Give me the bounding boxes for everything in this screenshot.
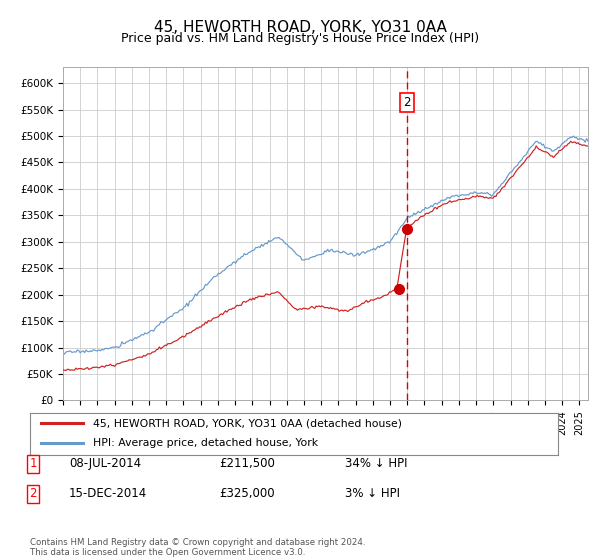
Text: 34% ↓ HPI: 34% ↓ HPI: [345, 457, 407, 470]
Text: £325,000: £325,000: [219, 487, 275, 501]
Text: 3% ↓ HPI: 3% ↓ HPI: [345, 487, 400, 501]
Text: 08-JUL-2014: 08-JUL-2014: [69, 457, 141, 470]
Text: HPI: Average price, detached house, York: HPI: Average price, detached house, York: [94, 438, 319, 448]
Text: £211,500: £211,500: [219, 457, 275, 470]
Text: Price paid vs. HM Land Registry's House Price Index (HPI): Price paid vs. HM Land Registry's House …: [121, 32, 479, 45]
Text: 1: 1: [29, 457, 37, 470]
Text: 45, HEWORTH ROAD, YORK, YO31 0AA (detached house): 45, HEWORTH ROAD, YORK, YO31 0AA (detach…: [94, 418, 403, 428]
Text: 2: 2: [29, 487, 37, 501]
Text: 2: 2: [403, 96, 410, 109]
Text: 45, HEWORTH ROAD, YORK, YO31 0AA: 45, HEWORTH ROAD, YORK, YO31 0AA: [154, 20, 446, 35]
Text: Contains HM Land Registry data © Crown copyright and database right 2024.
This d: Contains HM Land Registry data © Crown c…: [30, 538, 365, 557]
Text: 15-DEC-2014: 15-DEC-2014: [69, 487, 147, 501]
